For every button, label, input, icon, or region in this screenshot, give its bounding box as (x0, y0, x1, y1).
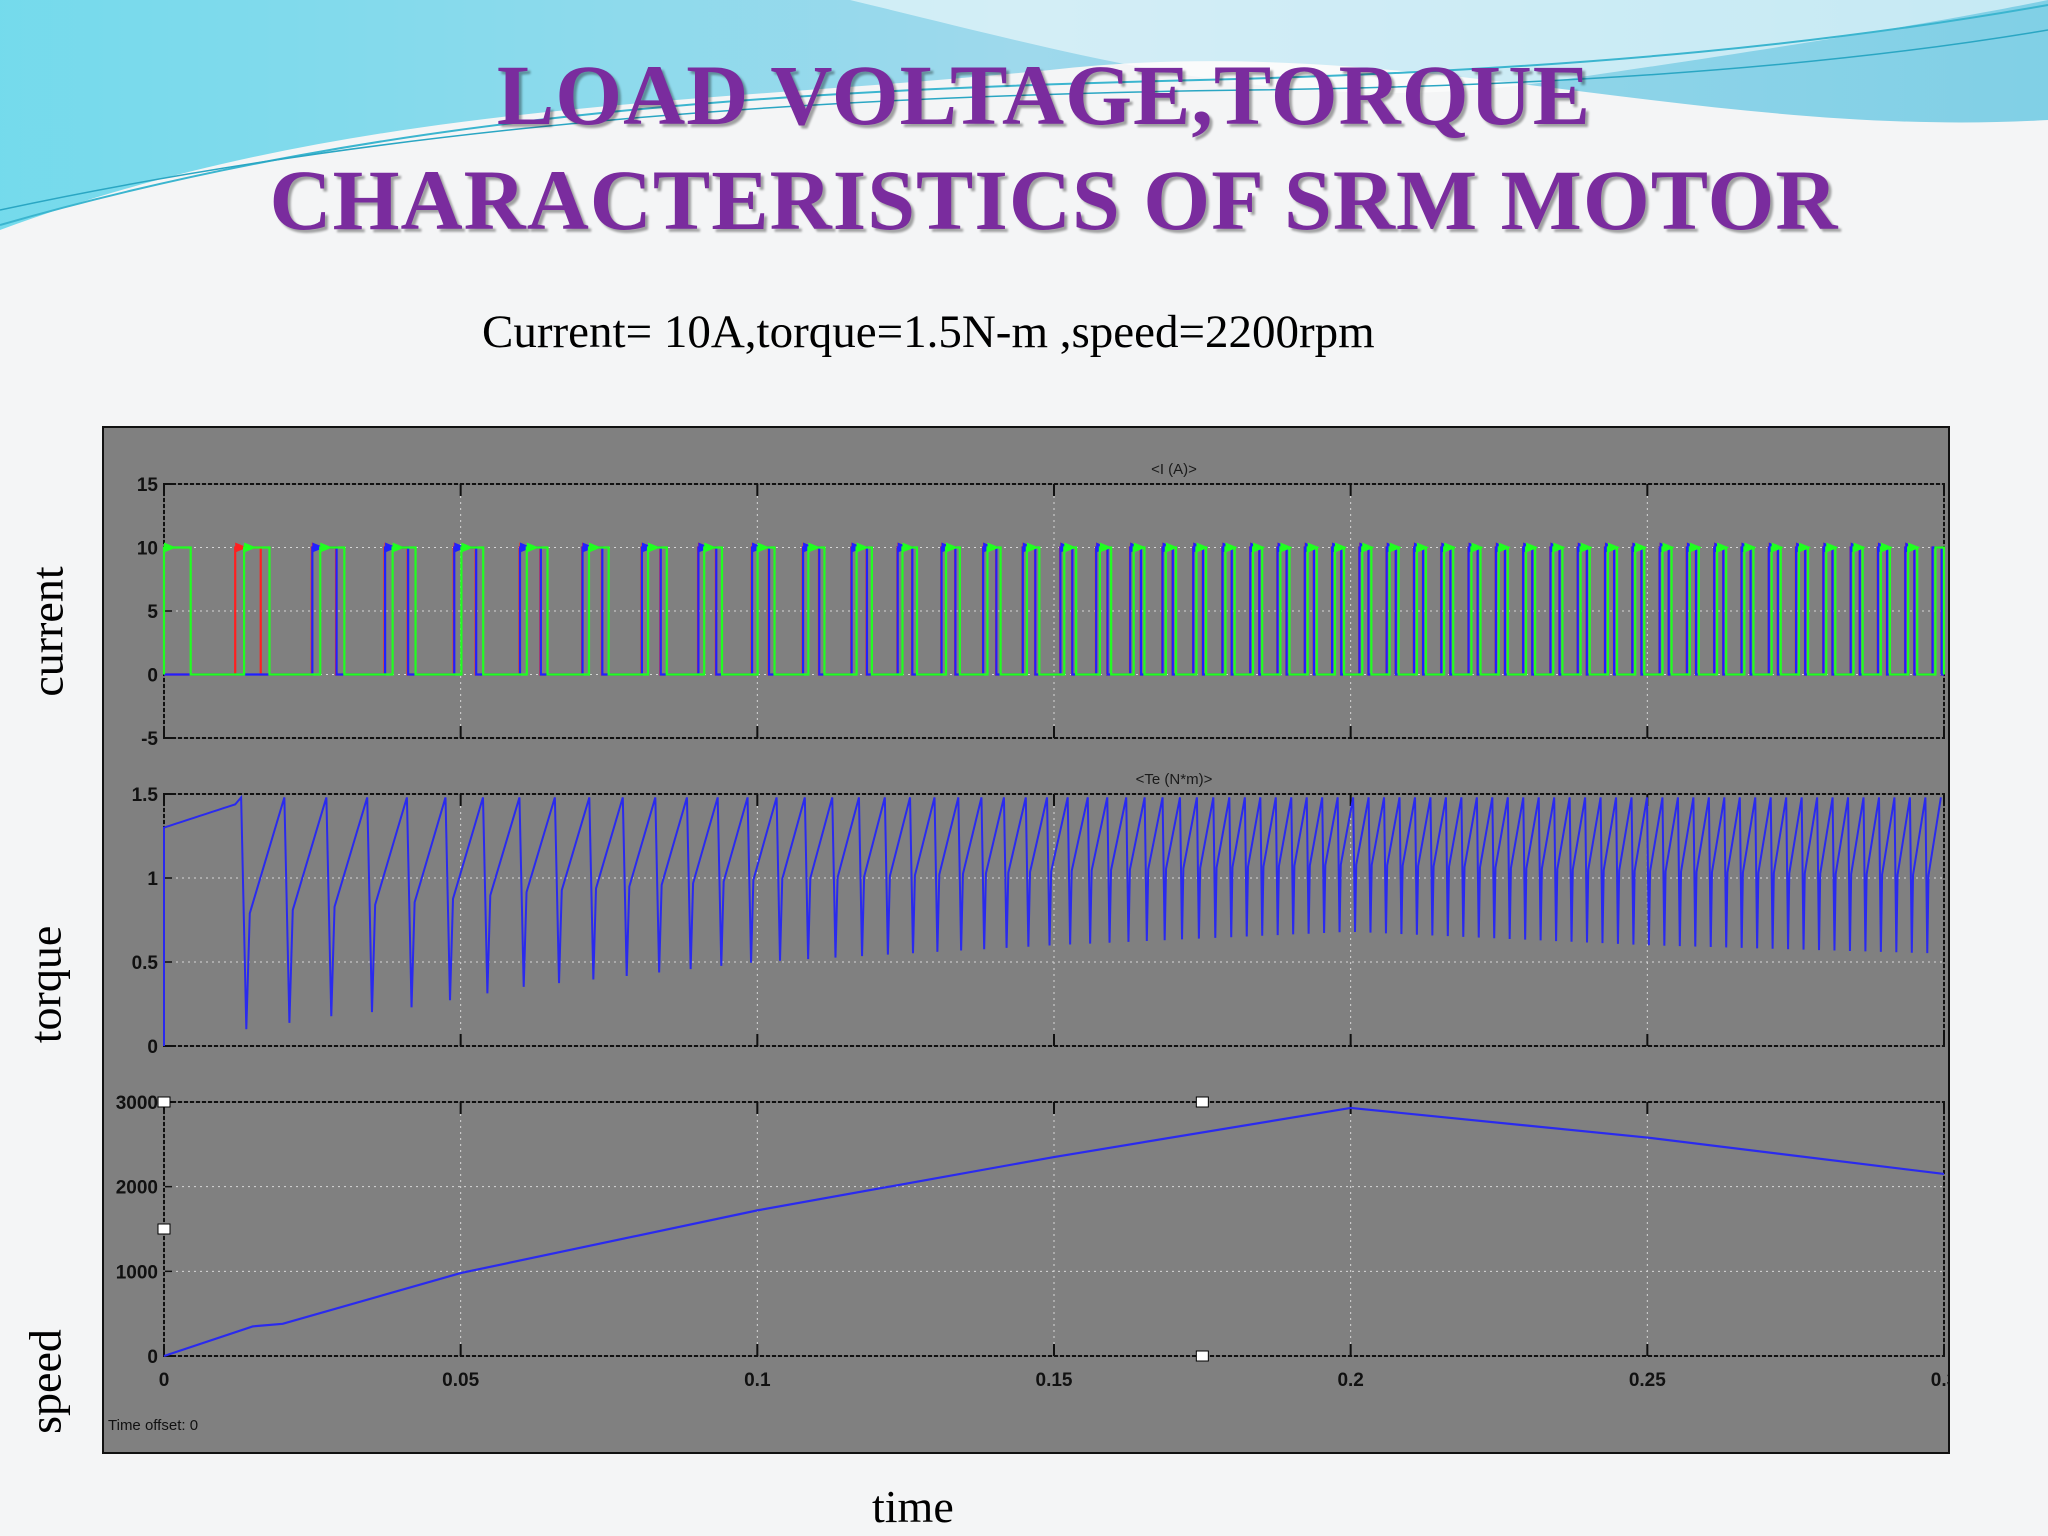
current-ripple-mark (1362, 542, 1375, 553)
slide-subtitle: Current= 10A,torque=1.5N-m ,speed=2200rp… (482, 306, 1375, 358)
current-ripple-mark (1471, 542, 1484, 553)
current-ripple-mark (987, 542, 1000, 553)
current-ripple-mark (1099, 542, 1112, 553)
current-ripple-mark (1280, 542, 1293, 553)
current-ripple-mark (1307, 542, 1320, 553)
current-ripple-mark (1553, 542, 1566, 553)
current-ripple-mark (1196, 542, 1209, 553)
current-ripple-mark (1389, 542, 1402, 553)
current-ripple-mark (1635, 542, 1648, 553)
current-ripple-mark (1444, 542, 1457, 553)
current-ripple-mark (461, 542, 474, 553)
y-tick-label: 0 (147, 666, 158, 687)
y-tick-label: 3000 (116, 1093, 158, 1114)
current-ripple-mark (235, 542, 248, 553)
current-ripple-mark (526, 542, 539, 553)
current-ripple-mark (704, 542, 717, 553)
x-tick-label: 0.05 (442, 1370, 479, 1391)
current-ripple-mark (1717, 542, 1730, 553)
current-ripple-mark (808, 542, 821, 553)
torque-trace (163, 794, 1942, 1046)
current-ripple-mark (385, 542, 398, 553)
plot-title: <Te (N*m)> (1136, 771, 1213, 788)
current-ripple-mark (1526, 542, 1539, 553)
current-ripple-mark (1334, 542, 1347, 553)
current-ripple-mark (1580, 542, 1593, 553)
y-tick-label: 1000 (116, 1262, 158, 1283)
speed-trace (163, 1106, 1945, 1358)
current-ripple-mark (1498, 542, 1511, 553)
scope-plots: 15 10 5 0 -5 <I (A)> 1.5 1 0.5 0 <Te (N*m)> 3000 200… (108, 461, 1957, 1434)
plot-title: <I (A)> (1151, 461, 1197, 478)
y-tick-label: 2000 (116, 1178, 158, 1199)
current-ripple-mark (1064, 542, 1077, 553)
current-ripple-mark (1826, 542, 1839, 553)
current-ripple-mark (454, 542, 467, 553)
y-tick-label: -5 (141, 729, 158, 750)
plot-panel-3: 3000 2000 1000 0 (116, 1093, 1945, 1368)
current-ripple-mark (244, 542, 257, 553)
plot-panel-2: 1.5 1 0.5 0 <Te (N*m)> (132, 771, 1945, 1058)
current-ripple-mark (1225, 542, 1238, 553)
current-ripple-mark (648, 542, 661, 553)
slide-title-line2: CHARACTERISTICS OF SRM MOTOR (269, 152, 1839, 248)
x-tick-label: 0 (159, 1370, 170, 1391)
time-axis-label: time (872, 1481, 954, 1532)
y-tick-label: 15 (137, 475, 159, 496)
scope-cursor-marker (1195, 1350, 1209, 1362)
scope-cursor-marker (1195, 1096, 1209, 1108)
current-ripple-mark (946, 542, 959, 553)
speed-axis-label: speed (19, 1329, 71, 1434)
current-ripple-mark (1607, 542, 1620, 553)
y-tick-label: 5 (147, 602, 158, 623)
x-tick-label: 0.25 (1629, 1370, 1666, 1391)
x-tick-label: 0.1 (744, 1370, 771, 1391)
scope-cursor-marker (157, 1223, 171, 1235)
current-ripple-mark (320, 542, 333, 553)
y-tick-label: 10 (137, 539, 158, 560)
y-tick-label: 0 (147, 1037, 158, 1058)
time-offset-label: Time offset: 0 (108, 1417, 198, 1434)
current-ripple-mark (1771, 542, 1784, 553)
current-ripple-mark (856, 542, 869, 553)
current-ripple-mark (1689, 542, 1702, 553)
y-tick-label: 0 (147, 1347, 158, 1368)
x-tick-label: 0.15 (1036, 1370, 1073, 1391)
current-ripple-mark (1133, 542, 1146, 553)
current-ripple-mark (1026, 542, 1039, 553)
current-ripple-mark (1798, 542, 1811, 553)
current-trace-3 (162, 546, 1946, 676)
scope-cursor-marker (157, 1096, 171, 1108)
y-tick-label: 1 (147, 869, 158, 890)
current-ripple-mark (588, 542, 601, 553)
current-ripple-mark (164, 542, 176, 553)
current-ripple-mark (757, 542, 770, 553)
x-tick-label: 0.3 (1931, 1370, 1948, 1391)
wave-decoration (0, 0, 2048, 230)
current-ripple-mark (312, 542, 325, 553)
current-ripple-mark (1908, 542, 1921, 553)
current-ripple-mark (902, 542, 915, 553)
current-axis-label: current (21, 566, 73, 697)
scope-window: 15 10 5 0 -5 <I (A)> 1.5 1 0.5 0 <Te (N*m)> 3000 200… (102, 426, 1957, 1454)
current-ripple-mark (1253, 542, 1266, 553)
x-tick-label: 0.2 (1337, 1370, 1363, 1391)
y-tick-label: 0.5 (132, 953, 159, 974)
current-ripple-mark (392, 542, 405, 553)
current-ripple-mark (1165, 542, 1178, 553)
torque-axis-label: torque (19, 925, 71, 1044)
current-ripple-mark (1853, 542, 1866, 553)
current-ripple-mark (1416, 542, 1429, 553)
y-tick-label: 1.5 (132, 785, 159, 806)
current-ripple-mark (1880, 542, 1893, 553)
current-ripple-mark (1662, 542, 1675, 553)
slide-title-line1: LOAD VOLTAGE,TORQUE (496, 47, 1592, 143)
current-ripple-mark (1744, 542, 1757, 553)
